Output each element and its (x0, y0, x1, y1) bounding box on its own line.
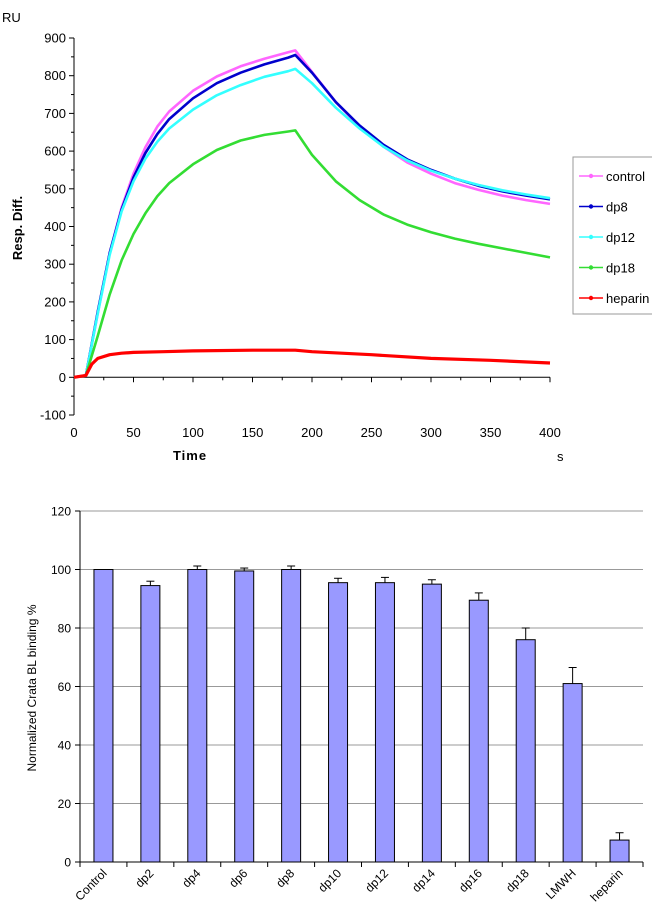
bar-dp4 (187, 569, 208, 863)
y-tick-label: 60 (58, 680, 72, 694)
y-tick-label: 0 (59, 370, 66, 385)
legend-box (572, 156, 652, 315)
legend-marker-dp12 (588, 234, 594, 240)
y-tick-label: 800 (44, 68, 66, 83)
y-tick-label: 300 (44, 257, 66, 272)
x-tick-label: 350 (480, 425, 502, 440)
y-tick-label: 100 (44, 332, 66, 347)
x-tick-label: 200 (301, 425, 323, 440)
bar-dp16 (468, 599, 489, 863)
x-tick-label-dp6: dp6 (226, 866, 250, 890)
x-tick-label: 250 (361, 425, 383, 440)
x-tick-label-dp14: dp14 (409, 866, 438, 895)
legend: control dp8 dp12 dp18 heparin (572, 156, 652, 315)
y-tick-label: 200 (44, 294, 66, 309)
y-tick-label: 80 (58, 622, 72, 636)
series-line-dp18 (73, 129, 551, 379)
x-tick-label: 300 (420, 425, 442, 440)
y-tick-label: 20 (58, 797, 72, 811)
legend-marker-control (588, 173, 594, 179)
legend-marker-dp18 (588, 265, 594, 270)
x-tick-label: 0 (70, 425, 77, 440)
bar-dp2 (140, 585, 161, 863)
x-tick-label: 50 (126, 425, 140, 440)
series-line-dp12 (73, 67, 551, 379)
y-unit-label: RU (2, 10, 21, 25)
bar-dp8 (281, 569, 302, 863)
y-axis-title: Resp. Diff. (10, 196, 25, 260)
x-tick-label-dp2: dp2 (132, 866, 156, 890)
binding-bar-chart: Normalized Crata BL binding % 0 20 40 60 80 1… (25, 505, 644, 904)
x-tick-label-heparin: heparin (587, 866, 625, 904)
bar-heparin (609, 839, 630, 863)
legend-label-control: control (606, 169, 645, 184)
y-tick-label: 120 (51, 505, 71, 519)
y-tick-label: -100 (40, 408, 66, 423)
x-tick-label-dp10: dp10 (315, 866, 344, 895)
bar-LMWH (562, 683, 583, 863)
x-tick-label-Control: Control (72, 866, 109, 903)
bar-dp18 (515, 639, 536, 863)
bar-Control (93, 569, 114, 863)
x-unit-label: s (557, 449, 564, 464)
series-line-heparin (73, 348, 551, 379)
y-tick-label: 40 (58, 739, 72, 753)
x-tick-label-dp12: dp12 (362, 866, 391, 895)
axes: -100 0 100 200 300 400 500 600 700 800 900 0 50 100 15… (40, 31, 561, 441)
y-tick-label: 900 (44, 31, 66, 46)
y-tick-label: 0 (64, 856, 71, 870)
y-tick-label: 400 (44, 219, 66, 234)
x-tick-label: 100 (182, 425, 204, 440)
legend-marker-heparin (588, 295, 594, 301)
gridlines (80, 510, 643, 804)
x-tick-label-LMWH: LMWH (543, 866, 579, 902)
legend-label-dp8: dp8 (606, 200, 628, 215)
x-axis-title: Time (173, 448, 207, 463)
legend-label-dp12: dp12 (606, 230, 635, 245)
y-tick-label: 500 (44, 181, 66, 196)
x-tick-label: 150 (242, 425, 264, 440)
y-tick-label: 600 (44, 144, 66, 159)
y-tick-label: 700 (44, 106, 66, 121)
bar-dp10 (328, 582, 349, 863)
x-tick-label-dp16: dp16 (456, 866, 485, 895)
plot-area (93, 565, 630, 863)
y-axis-title: Normalized Crata BL binding % (25, 604, 39, 771)
x-tick-label-dp4: dp4 (179, 866, 203, 890)
sensorgram-chart: RU s Time Resp. Diff. -100 0 100 200 300 400 5… (2, 10, 652, 464)
series-line-dp8 (73, 53, 551, 379)
bar-dp12 (374, 582, 395, 863)
legend-label-heparin: heparin (606, 291, 649, 306)
bar-dp6 (234, 570, 255, 863)
legend-marker-dp8 (588, 204, 594, 209)
x-tick-label-dp18: dp18 (503, 866, 532, 895)
y-tick-label: 100 (51, 563, 71, 577)
plot-area (73, 49, 551, 379)
x-tick-label-dp8: dp8 (273, 866, 297, 890)
legend-label-dp18: dp18 (606, 261, 635, 276)
x-tick-label: 400 (539, 425, 561, 440)
bar-dp14 (421, 583, 442, 863)
